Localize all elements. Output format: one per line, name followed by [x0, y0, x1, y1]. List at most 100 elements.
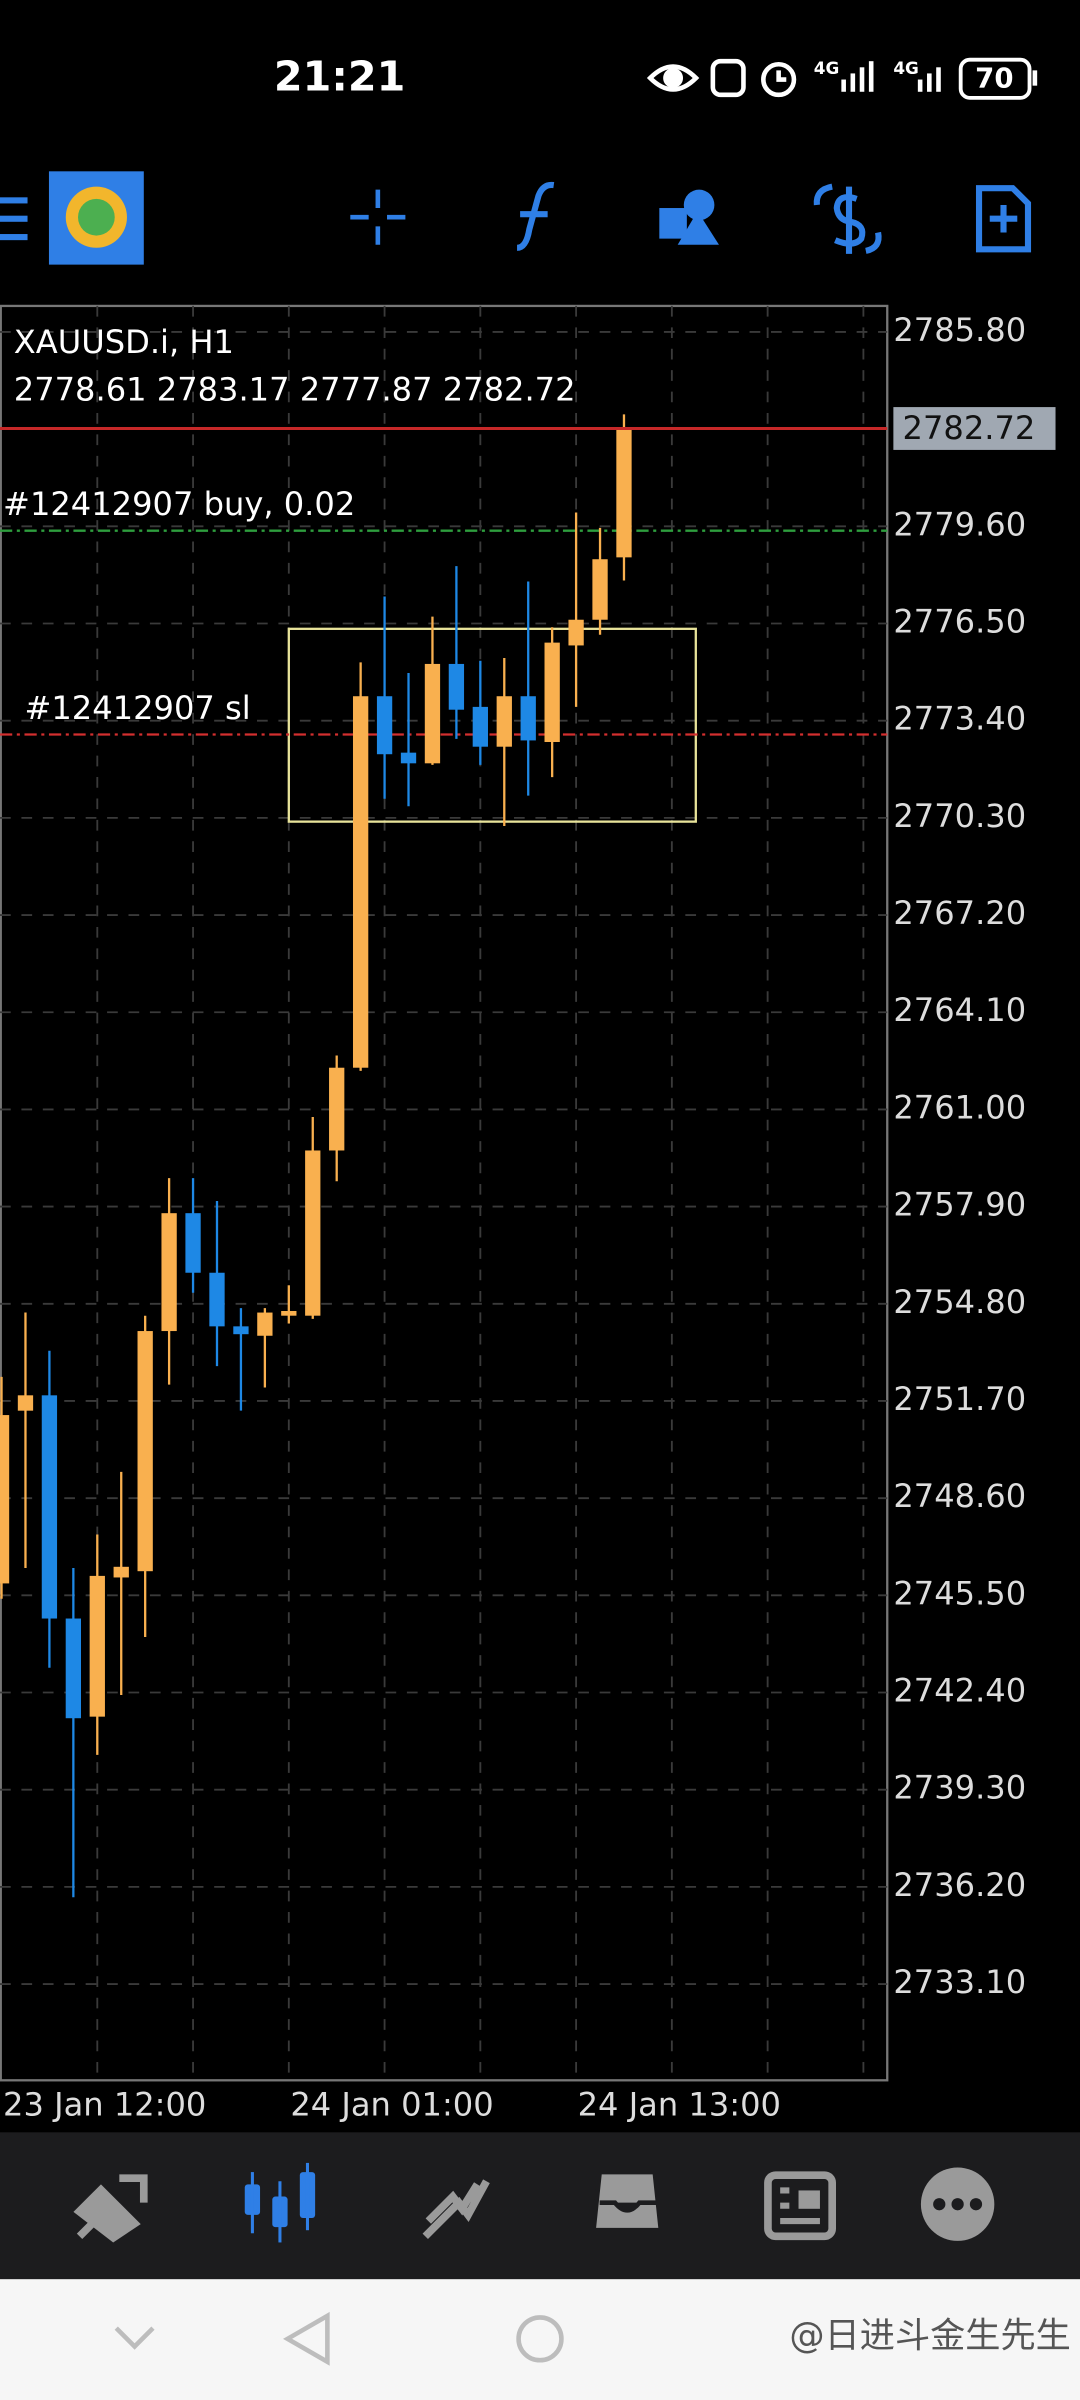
candle-body — [65, 1618, 81, 1719]
quotes-tab[interactable] — [73, 2174, 148, 2243]
watermark: @日进斗金生先生 — [789, 2315, 1070, 2356]
candle-body — [496, 696, 512, 747]
crosshair-button[interactable] — [350, 189, 406, 245]
y-tick-label: 2745.50 — [893, 1574, 1026, 1612]
signal-bars — [841, 61, 941, 92]
candle-body — [41, 1395, 58, 1619]
chart-frame — [0, 304, 889, 2082]
trade-arrows — [813, 183, 882, 254]
chat-dot — [951, 2198, 964, 2211]
network-label: 4G — [893, 58, 919, 78]
news-icon — [764, 2171, 837, 2241]
alarm-icon — [761, 61, 797, 98]
signal-bar — [927, 73, 932, 92]
candle-body — [568, 619, 584, 646]
menu-button[interactable] — [0, 197, 28, 241]
candle-body — [137, 1331, 153, 1572]
eye-pupil — [663, 68, 684, 88]
nav-down[interactable] — [114, 2326, 155, 2350]
y-tick-label: 2757.90 — [893, 1186, 1026, 1224]
candle-body — [257, 1312, 273, 1336]
logo-mark-inner — [78, 198, 115, 236]
y-tick-label: 2764.10 — [893, 991, 1026, 1029]
y-tick-label: 2733.10 — [893, 1963, 1026, 2001]
clock: 21:21 — [274, 53, 405, 101]
candle-body — [329, 1067, 345, 1151]
indicator-button[interactable] — [516, 181, 555, 251]
menu-bar — [0, 197, 28, 204]
candle-body — [113, 1566, 129, 1578]
y-tick-label: 2761.00 — [893, 1088, 1026, 1126]
x-tick-label: 24 Jan 01:00 — [290, 2085, 493, 2123]
y-tick-label: 2751.70 — [893, 1380, 1026, 1418]
trade-tab[interactable] — [422, 2179, 490, 2240]
objects-triangle — [677, 211, 719, 245]
y-tick-label: 2779.60 — [893, 505, 1026, 543]
candle-wick — [278, 2181, 282, 2243]
nfc-icon — [710, 58, 746, 98]
candle-body — [89, 1575, 105, 1717]
y-tick-label: 2785.80 — [893, 311, 1026, 349]
signal-bar — [841, 79, 846, 92]
document-icon — [975, 185, 1032, 253]
candle-body — [352, 696, 369, 1068]
y-tick-label: 2754.80 — [893, 1283, 1026, 1321]
chart-subtitle: 2778.61 2783.17 2777.87 2782.72 — [14, 371, 576, 409]
candle-body — [0, 1415, 10, 1584]
nav-back[interactable] — [283, 2311, 330, 2366]
plus-icon — [989, 204, 1018, 233]
candle-wick — [305, 2162, 310, 2231]
trade-button[interactable] — [813, 183, 882, 254]
battery-level: 70 — [975, 63, 1013, 95]
news-lines — [780, 2187, 820, 2225]
history-tab[interactable] — [590, 2169, 664, 2233]
candle-body — [376, 696, 393, 755]
candle-body — [209, 1272, 225, 1327]
signal-bar — [868, 61, 874, 92]
objects-square — [659, 208, 687, 239]
signal-bar — [859, 67, 865, 92]
signal-bar — [917, 79, 923, 92]
nav-home[interactable] — [516, 2315, 564, 2363]
order-label: #12412907 sl — [24, 689, 250, 727]
candle-body — [424, 663, 441, 764]
chat-tab[interactable] — [920, 2167, 995, 2241]
candle-body — [544, 642, 560, 742]
candle-body — [185, 1213, 201, 1273]
y-tick-label: 2770.30 — [893, 797, 1026, 835]
news-tab[interactable] — [764, 2171, 837, 2241]
candle-body — [400, 752, 417, 764]
candle-body — [233, 1326, 249, 1335]
order-label: #12412907 buy, 0.02 — [3, 485, 355, 523]
quotes-shape — [73, 2184, 141, 2243]
y-tick-label: 2736.20 — [893, 1866, 1026, 1904]
candle-body — [448, 663, 465, 710]
rectangle-object — [287, 627, 697, 823]
candle-body — [520, 696, 536, 741]
news-block — [798, 2190, 820, 2209]
candle-body — [472, 706, 488, 747]
status-icons — [646, 58, 797, 98]
chart-title: XAUUSD.i, H1 — [14, 323, 234, 361]
x-tick-label: 23 Jan 12:00 — [3, 2085, 206, 2123]
candle-body — [17, 1395, 34, 1411]
new-order-button[interactable] — [975, 185, 1032, 253]
price-label: 2782.72 — [903, 409, 1036, 447]
dollar-icon — [833, 186, 866, 254]
candle-body — [281, 1310, 297, 1316]
objects-circle — [683, 189, 715, 221]
chart-tab[interactable] — [244, 2162, 316, 2243]
objects-button[interactable] — [659, 189, 719, 245]
eye-icon — [646, 64, 700, 92]
alarm-hands — [776, 70, 787, 82]
chat-dot — [933, 2198, 946, 2211]
menu-bar — [0, 234, 28, 241]
network-label: 4G — [814, 58, 840, 78]
battery-outline — [958, 57, 1032, 100]
bottom-nav — [0, 2132, 1080, 2280]
price-box — [893, 407, 1056, 450]
y-tick-label: 2767.20 — [893, 894, 1026, 932]
